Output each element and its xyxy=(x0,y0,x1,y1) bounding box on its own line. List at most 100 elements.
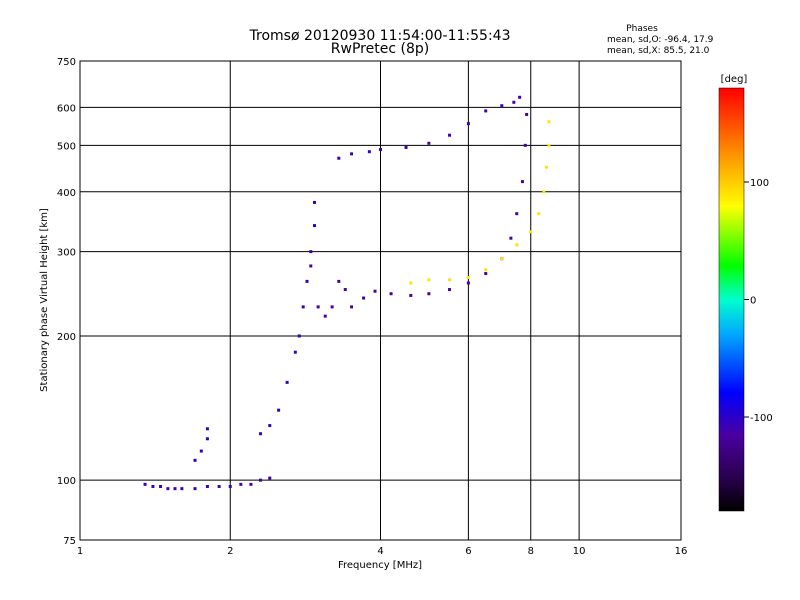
data-point xyxy=(547,120,551,124)
colorbar xyxy=(718,87,745,512)
data-point xyxy=(547,143,551,147)
data-point xyxy=(500,257,504,261)
data-point xyxy=(427,292,431,296)
x-tick-label: 1 xyxy=(77,546,83,557)
y-tick-label: 400 xyxy=(57,188,76,199)
data-point xyxy=(466,122,470,126)
data-point xyxy=(484,109,488,113)
data-point xyxy=(350,305,354,309)
chart-title: Tromsø 20120930 11:54:00-11:55:43 xyxy=(249,28,511,44)
data-point xyxy=(316,305,320,309)
data-point xyxy=(515,243,519,247)
data-point xyxy=(277,408,281,412)
data-point xyxy=(337,156,341,160)
data-point xyxy=(343,288,347,292)
x-tick-label: 10 xyxy=(573,546,586,557)
data-point xyxy=(228,484,232,488)
data-point xyxy=(448,133,452,137)
stats-heading: Phases xyxy=(626,24,658,34)
data-point xyxy=(448,288,452,292)
plot-frame xyxy=(79,60,682,541)
x-axis-ticks: 1 2 4 6 8 10 16 xyxy=(77,546,688,557)
data-point xyxy=(305,279,309,283)
colorbar-tick-label: 0 xyxy=(750,296,756,307)
y-axis-ticks: 75 100 200 300 400 500 600 750 xyxy=(57,57,76,547)
data-point xyxy=(309,264,313,268)
data-point xyxy=(151,484,155,488)
data-point xyxy=(367,150,371,154)
y-tick-label: 75 xyxy=(63,536,76,547)
colorbar-label: [deg] xyxy=(721,74,748,85)
data-point xyxy=(529,230,533,234)
data-point xyxy=(259,432,263,436)
y-tick-label: 600 xyxy=(57,103,76,114)
data-point xyxy=(285,380,289,384)
data-point xyxy=(297,334,301,338)
y-tick-label: 750 xyxy=(57,57,76,68)
x-tick-label: 4 xyxy=(377,546,383,557)
y-tick-label: 300 xyxy=(57,248,76,259)
data-point xyxy=(259,478,263,482)
data-point xyxy=(166,487,170,491)
data-point xyxy=(199,449,203,453)
data-point xyxy=(404,145,408,149)
grid-lines xyxy=(80,61,681,540)
chart-subtitle: RwPretec (8p) xyxy=(331,41,429,57)
data-point xyxy=(239,482,243,486)
data-point xyxy=(500,104,504,108)
data-point xyxy=(484,268,488,272)
data-point xyxy=(205,437,209,441)
data-point xyxy=(484,272,488,276)
data-point xyxy=(515,212,519,216)
data-point xyxy=(544,165,548,169)
y-tick-label: 200 xyxy=(57,332,76,343)
data-point xyxy=(193,487,197,491)
data-point xyxy=(143,482,147,486)
data-point xyxy=(268,424,272,428)
data-point xyxy=(312,224,316,228)
data-point xyxy=(362,296,366,300)
data-point xyxy=(205,427,209,431)
data-point xyxy=(350,152,354,156)
data-point xyxy=(205,484,209,488)
data-point xyxy=(373,289,377,293)
stats-line-o: mean, sd,O: -96.4, 17.9 xyxy=(607,35,714,45)
data-points xyxy=(143,95,551,491)
colorbar-tick-label: -100 xyxy=(750,413,773,424)
data-point xyxy=(249,482,253,486)
y-axis-label: Stationary phase Virtual Height [km] xyxy=(39,208,50,392)
data-point xyxy=(379,148,382,152)
data-point xyxy=(542,190,546,194)
data-point xyxy=(409,293,413,297)
data-point xyxy=(180,487,184,491)
data-point xyxy=(217,484,221,488)
data-point xyxy=(293,350,297,354)
data-point xyxy=(525,112,529,116)
data-point xyxy=(537,212,541,216)
data-point xyxy=(466,281,470,285)
x-axis-label: Frequency [MHz] xyxy=(338,560,422,571)
data-point xyxy=(173,487,177,491)
data-point xyxy=(312,200,316,204)
x-tick-label: 8 xyxy=(528,546,534,557)
x-tick-label: 16 xyxy=(675,546,688,557)
stats-line-x: mean, sd,X: 85.5, 21.0 xyxy=(607,46,710,56)
data-point xyxy=(427,278,431,282)
data-point xyxy=(509,236,513,240)
data-point xyxy=(466,275,470,279)
data-point xyxy=(520,180,524,184)
data-point xyxy=(389,292,393,296)
data-point xyxy=(427,141,431,145)
data-point xyxy=(448,278,452,282)
data-point xyxy=(193,458,197,462)
colorbar-ticks: 100 0 -100 xyxy=(744,178,773,424)
data-point xyxy=(301,305,305,309)
data-point xyxy=(518,95,522,99)
y-tick-label: 100 xyxy=(57,476,76,487)
data-point xyxy=(330,305,334,309)
data-point xyxy=(268,476,272,480)
y-tick-label: 500 xyxy=(57,141,76,152)
data-point xyxy=(337,279,341,283)
x-tick-label: 6 xyxy=(465,546,471,557)
